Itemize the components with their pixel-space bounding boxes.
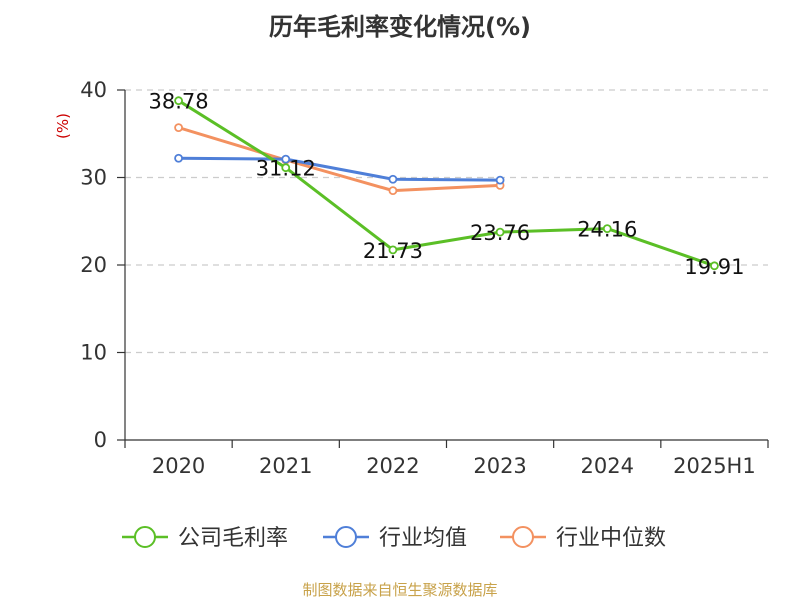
data-point — [174, 123, 183, 133]
data-point — [174, 96, 183, 106]
data-label: 38.78 — [149, 90, 209, 114]
data-point — [710, 261, 719, 271]
data-label: 23.76 — [470, 221, 530, 245]
series-line — [177, 99, 715, 268]
data-point — [495, 227, 505, 237]
legend-marker — [335, 526, 357, 548]
data-point — [388, 186, 398, 196]
x-tick-label: 2022 — [366, 454, 419, 478]
data-point — [281, 163, 291, 173]
data-label: 21.73 — [363, 239, 423, 263]
data-point — [495, 175, 505, 185]
legend: 公司毛利率 行业均值 行业中位数 — [122, 526, 666, 551]
x-tick-label: 2024 — [581, 454, 634, 478]
data-labels: 38.78 31.12 21.73 23.76 24.16 19.91 — [149, 90, 745, 279]
x-tick-label: 2023 — [473, 454, 526, 478]
legend-label: 行业均值 — [379, 526, 467, 551]
series-line — [178, 126, 501, 193]
grid-lines — [125, 89, 768, 354]
data-label: 24.16 — [577, 218, 637, 242]
chart-title: 历年毛利率变化情况(%) — [269, 13, 531, 41]
data-point — [281, 154, 291, 164]
data-point — [388, 174, 398, 184]
x-tick-label: 2025H1 — [673, 454, 756, 478]
legend-marker — [512, 526, 534, 548]
y-tick-label: 40 — [80, 78, 107, 102]
data-point — [602, 224, 612, 234]
source-note: 制图数据来自恒生聚源数据库 — [302, 581, 497, 599]
series-lines — [174, 96, 719, 271]
legend-label: 行业中位数 — [556, 526, 666, 551]
y-tick-label: 0 — [94, 428, 107, 452]
legend-marker — [134, 526, 156, 548]
data-label: 19.91 — [684, 255, 744, 279]
legend-label: 公司毛利率 — [178, 526, 288, 551]
x-tick-label: 2020 — [152, 454, 205, 478]
x-tick-label: 2021 — [259, 454, 312, 478]
y-axis-unit: (%) — [54, 113, 72, 139]
axes: 0 10 20 30 40 2020 2021 2022 2023 2024 2025H1 — [80, 78, 769, 478]
data-point — [388, 245, 398, 255]
y-tick-label: 10 — [80, 341, 107, 365]
data-label: 31.12 — [256, 157, 316, 181]
y-tick-label: 30 — [80, 166, 107, 190]
series-line — [178, 156, 501, 182]
data-point — [174, 153, 183, 163]
y-tick-label: 20 — [80, 253, 107, 277]
